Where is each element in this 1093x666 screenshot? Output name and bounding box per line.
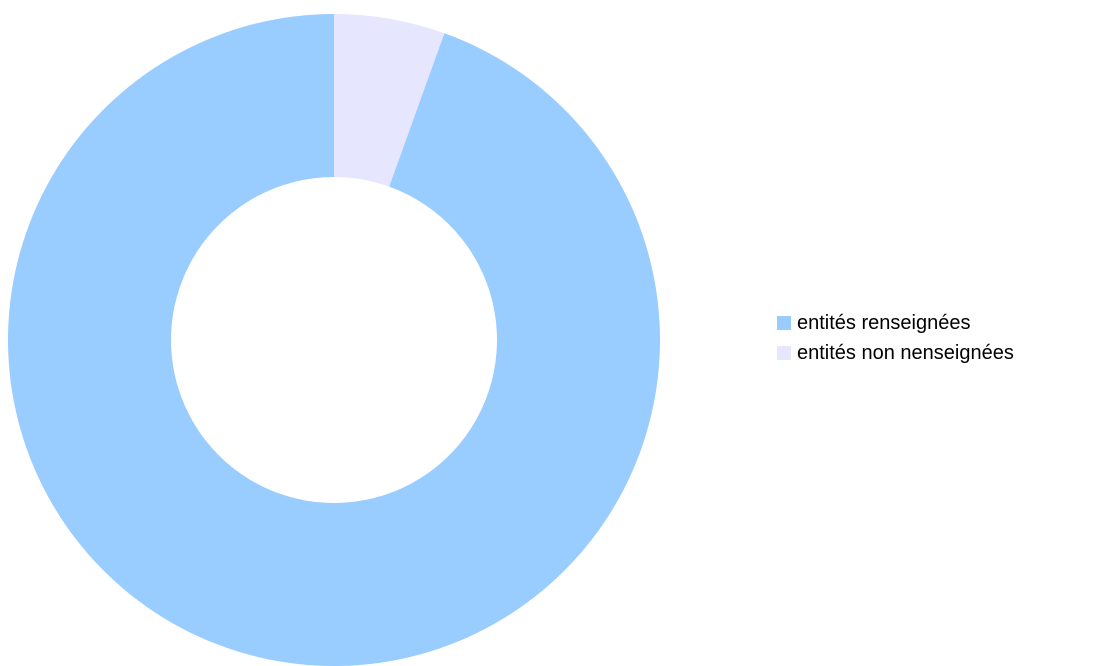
legend-label-non-nenseignees: entités non nenseignées bbox=[797, 341, 1014, 364]
legend-swatch-renseignees bbox=[777, 316, 791, 330]
chart-legend: entités renseignées entités non nenseign… bbox=[777, 308, 1014, 368]
legend-item-non-nenseignees: entités non nenseignées bbox=[777, 338, 1014, 368]
legend-item-renseignees: entités renseignées bbox=[777, 308, 1014, 338]
legend-label-renseignees: entités renseignées bbox=[797, 311, 971, 334]
slice-renseignees bbox=[8, 14, 660, 666]
legend-swatch-non-nenseignees bbox=[777, 346, 791, 360]
slice-non-nenseignees bbox=[334, 14, 445, 187]
